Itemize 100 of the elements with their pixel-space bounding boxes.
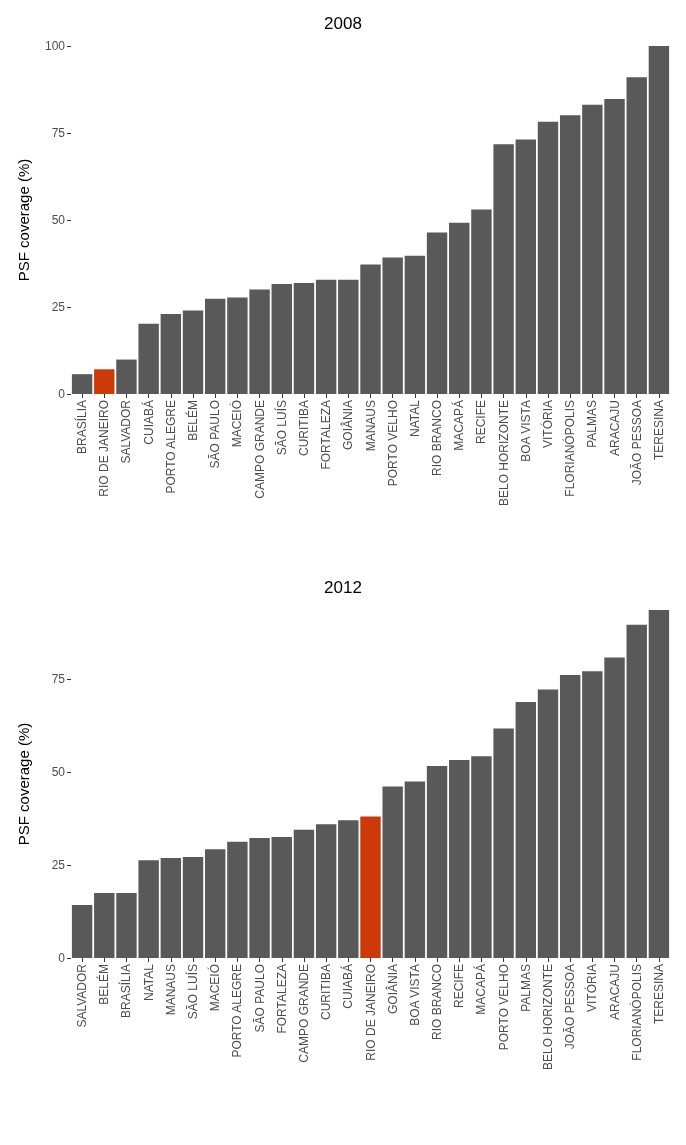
- x-tick-label: RIO DE JANEIRO: [97, 400, 112, 497]
- bar: [449, 222, 470, 394]
- y-tick-label: 50: [51, 765, 66, 780]
- chart-title: 2012: [324, 578, 362, 597]
- x-tick-label: GOIÂNIA: [340, 400, 356, 451]
- x-tick-label: FLORIANÓPOLIS: [562, 400, 578, 497]
- x-tick-label: SÃO PAULO: [252, 964, 267, 1033]
- x-tick-label: CURITIBA: [296, 400, 311, 457]
- bar: [205, 298, 226, 394]
- x-tick-label: JOÃO PESSOA: [629, 400, 644, 486]
- x-tick-label: RIO BRANCO: [430, 964, 445, 1041]
- bar: [315, 279, 337, 394]
- x-tick-label: VITÓRIA: [584, 964, 600, 1013]
- x-tick-label: CUIABÁ: [340, 964, 356, 1009]
- bar: [182, 310, 204, 394]
- x-tick-label: CAMPO GRANDE: [252, 400, 267, 499]
- bar: [271, 284, 292, 394]
- x-tick-label: BELÉM: [185, 400, 201, 441]
- x-tick-label: PORTO VELHO: [385, 400, 400, 487]
- y-tick-label: 75: [51, 672, 66, 687]
- x-tick-label: SÃO LUÍS: [273, 400, 289, 456]
- x-tick-label: NATAL: [407, 399, 422, 437]
- y-tick-label: 50: [51, 213, 66, 227]
- x-tick-label: SALVADOR: [75, 963, 90, 1028]
- y-tick-label: 100: [44, 39, 66, 53]
- bar: [426, 765, 448, 958]
- bar: [293, 282, 315, 394]
- bar: [382, 786, 403, 958]
- y-axis-title: PSF coverage (%): [15, 158, 32, 282]
- x-tick-label: SÃO PAULO: [208, 400, 223, 469]
- bar: [449, 760, 470, 958]
- x-tick-label: VITÓRIA: [539, 400, 555, 449]
- bar: [648, 610, 670, 958]
- x-tick-label: GOIÂNIA: [384, 964, 400, 1015]
- bar: [537, 689, 559, 958]
- bar: [559, 674, 581, 958]
- x-tick-label: PALMAS: [585, 400, 600, 448]
- x-tick-label: BOA VISTA: [407, 964, 422, 1026]
- y-tick-label: 75: [51, 126, 66, 140]
- bar: [515, 139, 536, 394]
- y-tick-label: 0: [58, 951, 66, 965]
- x-tick-label: ARACAJU: [607, 964, 622, 1021]
- bar: [160, 313, 182, 394]
- x-tick-label: BELO HORIZONTE: [540, 964, 555, 1071]
- bar: [426, 232, 448, 394]
- x-tick-label: MACAPÁ: [451, 400, 467, 451]
- bar: [293, 829, 315, 958]
- chart-title: 2008: [324, 14, 362, 33]
- x-tick-label: MACEIÓ: [207, 964, 223, 1012]
- bar: [94, 369, 115, 394]
- x-tick-label: CAMPO GRANDE: [296, 964, 311, 1063]
- x-tick-label: BRASÍLIA: [118, 964, 134, 1019]
- bar: [360, 816, 381, 958]
- bar: [315, 824, 337, 958]
- x-tick-label: MACEIÓ: [229, 400, 245, 448]
- y-tick-label: 25: [51, 300, 66, 314]
- bar: [338, 820, 359, 958]
- x-tick-label: FORTALEZA: [274, 964, 289, 1034]
- x-tick-label: PALMAS: [518, 964, 533, 1012]
- bar: [271, 836, 292, 958]
- bar: [626, 77, 647, 394]
- x-tick-label: ARACAJU: [607, 400, 622, 457]
- bar: [559, 115, 581, 394]
- x-tick-label: FORTALEZA: [319, 400, 334, 470]
- y-axis-title: PSF coverage (%): [15, 722, 32, 846]
- x-tick-label: BELO HORIZONTE: [496, 400, 511, 507]
- bar: [648, 46, 670, 394]
- x-tick-label: BRASÍLIA: [74, 400, 90, 455]
- bar: [94, 893, 115, 958]
- bar: [205, 849, 226, 958]
- x-tick-label: PORTO ALEGRE: [163, 400, 178, 494]
- bar: [404, 255, 426, 394]
- x-tick-label: SÃO LUÍS: [185, 964, 201, 1020]
- x-tick-label: MANAUS: [363, 400, 378, 452]
- bar: [182, 856, 204, 958]
- bar: [71, 374, 93, 394]
- x-tick-label: RECIFE: [474, 400, 489, 445]
- bar: [626, 624, 647, 958]
- bar: [404, 781, 426, 958]
- x-tick-label: MACAPÁ: [473, 964, 489, 1015]
- x-tick-label: TERESINA: [651, 964, 666, 1025]
- bar: [71, 904, 93, 958]
- x-tick-label: MANAUS: [163, 964, 178, 1016]
- x-tick-label: PORTO VELHO: [496, 964, 511, 1051]
- bar: [537, 121, 559, 394]
- x-tick-label: BOA VISTA: [518, 400, 533, 462]
- x-tick-label: CUIABÁ: [140, 400, 156, 445]
- x-tick-label: CURITIBA: [319, 964, 334, 1021]
- y-tick-label: 25: [51, 858, 66, 873]
- y-tick-label: 0: [58, 387, 66, 401]
- x-tick-label: FLORIANÓPOLIS: [628, 964, 644, 1061]
- bar: [160, 858, 182, 958]
- x-tick-label: RIO BRANCO: [430, 400, 445, 477]
- x-tick-label: BELÉM: [96, 964, 112, 1005]
- x-tick-label: JOÃO PESSOA: [563, 964, 578, 1050]
- x-tick-label: RIO DE JANEIRO: [363, 964, 378, 1061]
- x-tick-label: PORTO ALEGRE: [230, 964, 245, 1058]
- x-tick-label: RECIFE: [452, 964, 467, 1009]
- x-tick-label: SALVADOR: [119, 399, 134, 464]
- x-tick-label: NATAL: [141, 963, 156, 1001]
